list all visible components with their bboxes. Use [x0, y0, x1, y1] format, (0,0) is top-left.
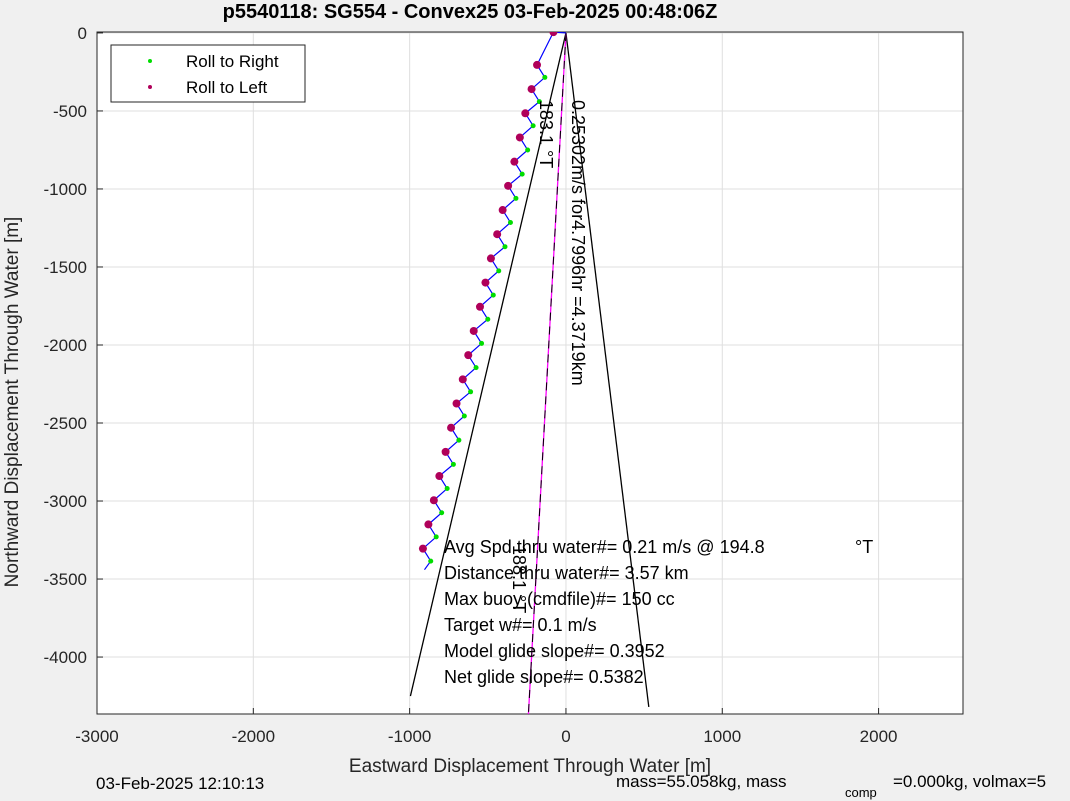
y-tick-label: -3000 — [44, 492, 87, 511]
chart-title: p5540118: SG554 - Convex25 03-Feb-2025 0… — [223, 1, 718, 23]
roll-marker — [490, 292, 496, 298]
legend-box — [110, 44, 306, 103]
roll-marker — [542, 74, 548, 80]
x-tick-label: 0 — [561, 727, 570, 746]
roll-marker — [498, 206, 507, 215]
axes-background — [97, 32, 963, 714]
x-tick-label: -1000 — [388, 727, 431, 746]
roll-marker — [521, 109, 530, 118]
x-tick-label: -2000 — [232, 727, 275, 746]
roll-marker — [481, 278, 490, 287]
roll-marker — [496, 268, 502, 274]
y-tick-label: -3500 — [44, 570, 87, 589]
x-tick-label: -3000 — [75, 727, 118, 746]
roll-marker — [461, 413, 467, 419]
roll-marker — [533, 60, 542, 69]
roll-marker — [519, 171, 525, 177]
roll-marker — [473, 365, 479, 371]
roll-marker — [486, 254, 495, 263]
roll-marker — [456, 437, 462, 443]
roll-marker — [464, 351, 473, 360]
roll-marker — [549, 32, 558, 37]
y-tick-label: -1500 — [44, 258, 87, 277]
roll-marker — [458, 375, 467, 384]
roll-marker — [493, 230, 502, 239]
axes-box — [96, 31, 964, 715]
heading-label: 0.25302m/s for4.7996hr =4.3719km — [568, 100, 588, 386]
heading-line — [565, 32, 650, 708]
roll-marker — [475, 302, 484, 311]
heading-line — [409, 32, 567, 697]
roll-marker — [485, 316, 491, 322]
y-tick-label: -2000 — [44, 336, 87, 355]
roll-marker — [469, 326, 478, 335]
roll-marker — [450, 461, 456, 467]
roll-marker — [452, 399, 461, 408]
roll-marker — [418, 544, 427, 553]
legend-marker — [148, 85, 152, 89]
roll-marker — [504, 181, 513, 190]
roll-marker — [444, 486, 450, 492]
footer-date: 03-Feb-2025 12:10:13 — [96, 774, 264, 793]
y-tick-label: -1000 — [44, 180, 87, 199]
roll-marker — [527, 85, 536, 94]
annotation: Model glide slope#= 0.3952 — [444, 641, 665, 661]
footer-mass: mass=55.058kg, mass — [616, 772, 787, 791]
y-axis-label: Northward Displacement Through Water [m] — [2, 217, 23, 588]
y-tick-label: -2500 — [44, 414, 87, 433]
roll-marker — [536, 99, 542, 105]
roll-marker — [502, 244, 508, 250]
annotation: Distance thru water#= 3.57 km — [444, 563, 689, 583]
roll-marker — [429, 496, 438, 505]
footer-subscript: comp — [845, 785, 877, 800]
roll-marker — [530, 123, 536, 129]
roll-marker — [479, 340, 485, 346]
roll-marker — [428, 558, 434, 564]
roll-marker — [510, 157, 519, 166]
heading-label: 188.1 °T — [509, 545, 529, 613]
annotation-unit: °T — [855, 537, 873, 557]
y-tick-label: 0 — [78, 24, 87, 43]
roll-marker — [424, 520, 433, 529]
annotation: Net glide slope#= 0.5382 — [444, 667, 644, 687]
roll-marker — [525, 147, 531, 153]
x-tick-label: 1000 — [703, 727, 741, 746]
roll-marker — [439, 510, 445, 516]
y-tick-label: -4000 — [44, 648, 87, 667]
annotation: Target w#= 0.1 m/s — [444, 615, 597, 635]
annotation: Avg Spd thru water#= 0.21 m/s @ 194.8 — [444, 537, 765, 557]
legend-marker — [148, 59, 152, 63]
footer-volmax: =0.000kg, volmax=5 — [893, 772, 1046, 791]
heading-line-dashed — [527, 32, 567, 714]
roll-marker — [468, 389, 474, 395]
roll-marker — [435, 472, 444, 481]
roll-marker — [513, 195, 519, 201]
roll-marker — [507, 220, 513, 226]
heading-label: 183.1 °T — [536, 100, 556, 168]
x-axis-label: Eastward Displacement Through Water [m] — [349, 756, 711, 777]
roll-marker — [441, 447, 450, 456]
annotation: Max buoy (cmdfile)#= 150 cc — [444, 589, 675, 609]
y-tick-label: -500 — [53, 102, 87, 121]
roll-marker — [433, 534, 439, 540]
x-tick-label: 2000 — [860, 727, 898, 746]
roll-marker — [447, 423, 456, 432]
roll-marker — [515, 133, 524, 142]
legend-label: Roll to Left — [186, 78, 268, 97]
plot-area — [409, 32, 650, 714]
legend-label: Roll to Right — [186, 52, 279, 71]
